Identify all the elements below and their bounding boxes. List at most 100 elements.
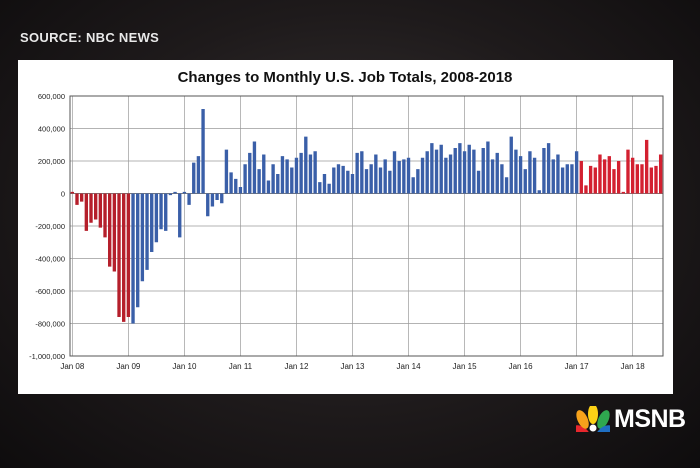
bar-obama	[444, 157, 448, 194]
bar-obama	[532, 157, 537, 194]
bar-obama	[131, 193, 135, 324]
bar-obama	[318, 182, 322, 194]
bar-trump	[584, 185, 588, 194]
bar-bush	[94, 193, 98, 220]
bar-trump	[644, 139, 649, 194]
bar-trump	[635, 164, 639, 194]
bar-obama	[206, 193, 210, 217]
bar-obama	[327, 183, 331, 194]
y-tick-label: -400,000	[35, 255, 65, 264]
bar-obama	[360, 151, 364, 194]
bar-trump	[593, 167, 597, 194]
bar-bush	[112, 193, 117, 272]
bar-bush	[75, 193, 79, 205]
bar-obama	[299, 152, 303, 194]
bar-obama	[528, 151, 532, 194]
bar-obama	[271, 164, 275, 194]
bar-obama	[504, 177, 509, 194]
bar-obama	[458, 143, 462, 194]
bar-obama	[500, 164, 504, 194]
peacock-icon	[576, 406, 610, 432]
bar-obama	[416, 169, 420, 194]
bar-obama	[383, 159, 387, 194]
x-tick-label: Jan 13	[340, 362, 365, 371]
chart-title: Changes to Monthly U.S. Job Totals, 2008…	[178, 69, 513, 86]
bar-obama	[406, 157, 411, 194]
bar-obama	[486, 141, 490, 194]
x-tick-label: Jan 10	[172, 362, 197, 371]
bar-trump	[602, 159, 607, 194]
bar-bush	[126, 193, 131, 317]
bar-obama	[187, 193, 191, 205]
logo-text: MSNB	[614, 404, 686, 433]
x-tick-label: Jan 12	[284, 362, 309, 371]
bar-obama	[392, 151, 397, 194]
x-tick-label: Jan 17	[565, 362, 590, 371]
bar-obama	[448, 154, 453, 194]
bar-obama	[346, 170, 350, 194]
bar-obama	[551, 159, 555, 194]
bar-obama	[425, 151, 429, 194]
bar-obama	[523, 169, 527, 194]
bar-bush	[79, 193, 84, 202]
bar-obama	[509, 136, 513, 194]
y-tick-label: 200,000	[38, 157, 65, 166]
bar-obama	[150, 193, 154, 252]
bar-obama	[472, 149, 476, 194]
bar-obama	[453, 148, 457, 194]
bar-obama	[285, 159, 289, 194]
bar-obama	[192, 162, 196, 194]
y-tick-label: -600,000	[35, 287, 65, 296]
bar-obama	[481, 148, 485, 194]
bar-bush	[98, 193, 103, 228]
bar-obama	[145, 193, 149, 270]
bar-obama	[168, 193, 173, 196]
bar-obama	[238, 187, 243, 194]
bar-trump	[616, 161, 621, 194]
bar-obama	[290, 167, 294, 194]
bar-obama	[178, 193, 182, 238]
y-tick-label: -1,000,000	[29, 352, 65, 361]
y-tick-label: -800,000	[35, 320, 65, 329]
bar-obama	[556, 154, 560, 194]
bar-obama	[420, 157, 425, 194]
bar-trump	[658, 154, 663, 194]
x-tick-label: Jan 09	[116, 362, 141, 371]
bar-series	[70, 109, 663, 324]
bar-obama	[252, 141, 257, 194]
bar-obama	[140, 193, 145, 282]
bar-trump	[612, 169, 616, 194]
bar-obama	[262, 154, 266, 194]
y-tick-label: 400,000	[38, 125, 65, 134]
bar-obama	[196, 156, 201, 194]
bar-obama	[378, 167, 383, 194]
bar-obama	[546, 143, 551, 194]
bar-obama	[355, 152, 359, 194]
bar-obama	[243, 164, 247, 194]
bar-trump	[621, 191, 625, 194]
x-tick-label: Jan 18	[621, 362, 646, 371]
bar-obama	[173, 191, 177, 194]
bar-obama	[402, 159, 406, 194]
bar-obama	[434, 149, 439, 194]
chart-card: Changes to Monthly U.S. Job Totals, 2008…	[18, 60, 673, 394]
y-tick-label: 600,000	[38, 92, 65, 101]
bar-obama	[229, 172, 233, 194]
bar-obama	[430, 143, 434, 194]
bar-obama	[308, 154, 313, 194]
bar-obama	[234, 178, 238, 194]
bar-obama	[304, 136, 308, 194]
bar-obama	[350, 174, 355, 194]
x-tick-label: Jan 14	[397, 362, 422, 371]
plot-frame	[69, 95, 664, 357]
bar-bush	[117, 193, 121, 317]
job-changes-chart: Changes to Monthly U.S. Job Totals, 2008…	[29, 69, 664, 371]
bar-obama	[490, 159, 495, 194]
bar-trump	[588, 165, 593, 194]
bar-trump	[607, 156, 611, 194]
bar-obama	[257, 169, 261, 194]
bar-obama	[210, 193, 215, 207]
bar-obama	[476, 170, 481, 194]
bar-obama	[462, 151, 467, 194]
bar-obama	[159, 193, 163, 230]
